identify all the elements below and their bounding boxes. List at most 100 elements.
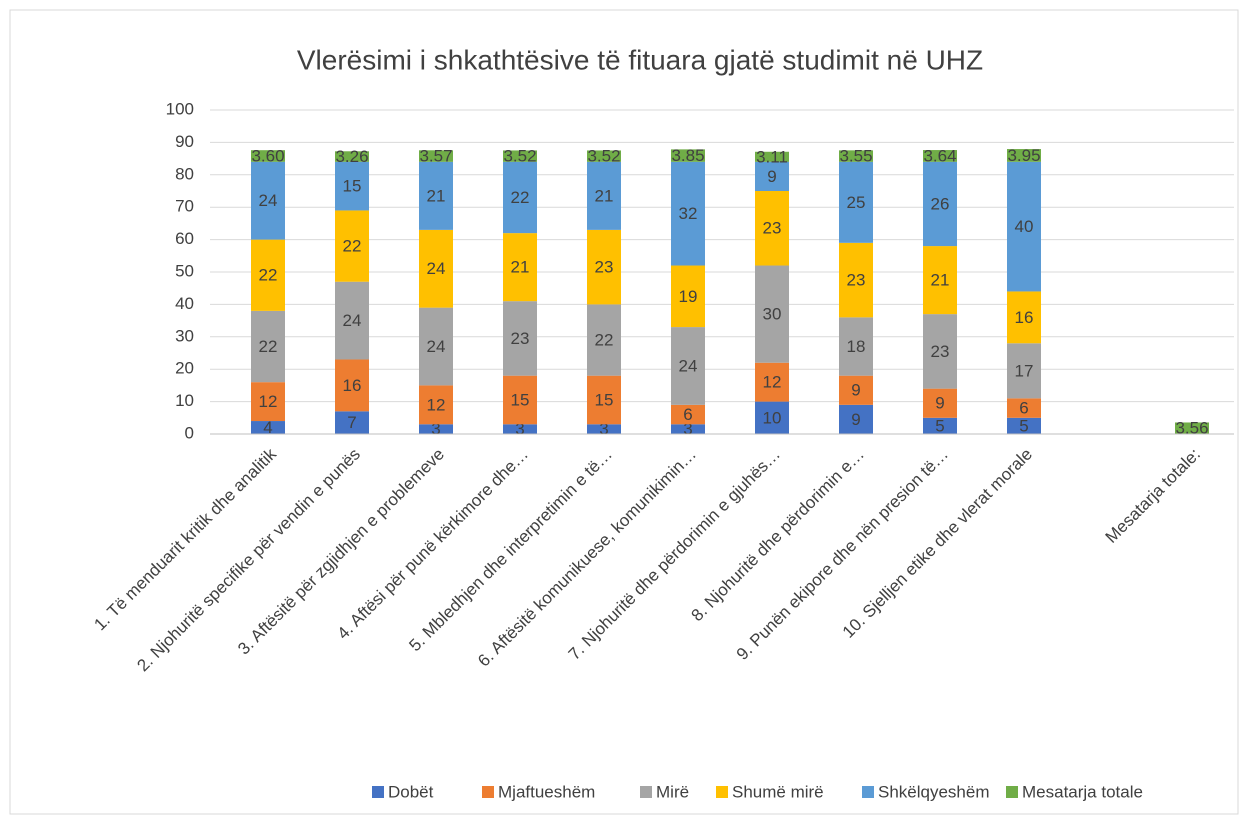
- bar-segment: [1007, 149, 1041, 162]
- bar-segment: [839, 242, 873, 318]
- bar-segment: [839, 161, 873, 243]
- data-label: 22: [595, 331, 614, 350]
- bar-segment: [923, 161, 957, 247]
- bar-segment: [251, 421, 285, 434]
- bar-segment: [839, 375, 873, 405]
- data-label: 26: [931, 194, 950, 213]
- legend-swatch: [1006, 786, 1018, 798]
- legend-label: Shumë mirë: [732, 782, 824, 801]
- bar-segment: [755, 401, 789, 434]
- data-label: 12: [427, 395, 446, 414]
- data-label: 18: [847, 337, 866, 356]
- data-label: 22: [259, 337, 278, 356]
- bar-segment: [923, 246, 957, 315]
- bar-segment: [587, 161, 621, 230]
- bar-segment: [923, 150, 957, 162]
- data-label: 23: [595, 258, 614, 277]
- bar-segment: [671, 327, 705, 405]
- bar-segment: [755, 151, 789, 162]
- bar-segment: [251, 382, 285, 422]
- data-label: 9: [851, 410, 860, 429]
- y-tick-label: 90: [175, 132, 194, 151]
- legend-label: Mjaftueshëm: [498, 782, 595, 801]
- bar-segment: [419, 385, 453, 425]
- bar-segment: [587, 304, 621, 376]
- data-label: 24: [427, 259, 446, 278]
- y-tick-label: 100: [166, 99, 194, 118]
- bar-segment: [503, 161, 537, 234]
- data-label: 9: [767, 167, 776, 186]
- data-label: 5: [935, 416, 944, 435]
- data-label: 3.85: [671, 146, 704, 165]
- bar-segment: [587, 424, 621, 434]
- data-label: 24: [679, 356, 698, 375]
- bar-segment: [1007, 398, 1041, 418]
- data-label: 6: [1019, 399, 1028, 418]
- data-label: 3.52: [587, 147, 620, 166]
- bar-segment: [671, 149, 705, 162]
- data-label: 40: [1015, 217, 1034, 236]
- data-label: 3.11: [756, 147, 788, 166]
- data-label: 3: [515, 420, 524, 439]
- bar-segment: [335, 161, 369, 211]
- bar-segment: [419, 161, 453, 230]
- data-label: 16: [343, 376, 362, 395]
- data-label: 22: [511, 188, 530, 207]
- bar-segment: [587, 375, 621, 425]
- bar-segment: [923, 314, 957, 389]
- bar-segment: [503, 150, 537, 162]
- data-label: 24: [259, 191, 278, 210]
- legend-label: Mirë: [656, 782, 689, 801]
- bar-segment: [251, 239, 285, 311]
- bar-segment: [671, 161, 705, 266]
- data-label: 3.52: [503, 147, 536, 166]
- bar-segment: [335, 359, 369, 412]
- data-label: 6: [683, 405, 692, 424]
- data-label: 23: [511, 329, 530, 348]
- data-label: 3.64: [923, 146, 956, 165]
- bar-segment: [1007, 291, 1041, 344]
- data-label: 23: [847, 271, 866, 290]
- bar-segment: [755, 265, 789, 363]
- data-label: 21: [595, 186, 614, 205]
- legend-label: Dobët: [388, 782, 434, 801]
- bar-segment: [503, 375, 537, 425]
- data-label: 21: [427, 186, 446, 205]
- bar-segment: [1175, 422, 1209, 434]
- chart-border: [9, 9, 1239, 815]
- bar-segment: [587, 150, 621, 162]
- bar-segment: [419, 229, 453, 308]
- y-tick-label: 10: [175, 391, 194, 410]
- legend-swatch: [862, 786, 874, 798]
- bar-segment: [1007, 343, 1041, 399]
- bar-segment: [1007, 417, 1041, 434]
- bar-segment: [1007, 161, 1041, 292]
- data-label: 9: [851, 381, 860, 400]
- data-label: 7: [347, 413, 356, 432]
- data-label: 15: [511, 390, 530, 409]
- data-label: 17: [1015, 361, 1034, 380]
- data-label: 4: [263, 418, 272, 437]
- data-label: 19: [679, 287, 698, 306]
- bar-segment: [251, 150, 285, 162]
- bar-segment: [839, 317, 873, 376]
- y-tick-label: 70: [175, 197, 194, 216]
- data-label: 3: [683, 420, 692, 439]
- chart-title: Vlerësimi i shkathtësive të fituara gjat…: [297, 44, 983, 75]
- data-label: 3.57: [419, 147, 452, 166]
- data-label: 5: [1019, 416, 1028, 435]
- bar-segment: [503, 424, 537, 434]
- y-tick-label: 60: [175, 229, 194, 248]
- data-label: 22: [259, 266, 278, 285]
- data-label: 3.55: [839, 147, 872, 166]
- bar-segment: [839, 150, 873, 162]
- data-label: 3.60: [251, 146, 284, 165]
- data-label: 23: [931, 342, 950, 361]
- data-label: 21: [511, 258, 530, 277]
- data-label: 16: [1015, 308, 1034, 327]
- y-tick-label: 40: [175, 294, 194, 313]
- bar-segment: [335, 151, 369, 162]
- data-label: 25: [847, 193, 866, 212]
